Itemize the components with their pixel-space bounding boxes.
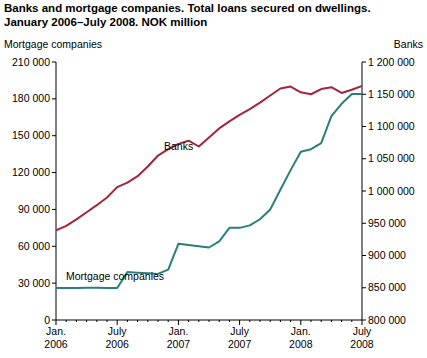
y-tick-label: 150 000	[12, 129, 50, 141]
plot-area	[56, 86, 362, 288]
x-tick	[86, 320, 87, 322]
x-tick-label: Jan.2008	[289, 325, 313, 350]
x-tick	[158, 320, 159, 322]
y2-tick-label: 1 150 000	[368, 88, 415, 100]
x-tick	[270, 320, 271, 322]
x-tick	[96, 320, 97, 322]
x-tick	[219, 320, 220, 322]
y2-tick	[362, 126, 366, 127]
y2-tick	[362, 94, 366, 95]
x-tick	[331, 320, 332, 322]
x-tick-label: Jan.2006	[44, 325, 68, 350]
y-tick-label: 90 000	[18, 203, 50, 215]
x-tick	[107, 320, 108, 322]
y2-tick	[362, 255, 366, 256]
y2-tick-label: 1 200 000	[368, 56, 415, 68]
series-label: Banks	[164, 140, 193, 152]
x-tick-label: July2008	[350, 325, 374, 350]
series-line	[56, 94, 362, 288]
y-tick-label: 180 000	[12, 92, 50, 104]
x-tick	[66, 320, 67, 322]
y2-tick	[362, 158, 366, 159]
x-tick	[249, 320, 250, 322]
y2-axis-line	[362, 62, 363, 320]
y-tick	[52, 246, 56, 247]
series-line	[56, 86, 362, 230]
y2-tick	[362, 287, 366, 288]
y-tick	[52, 320, 56, 321]
y2-tick-label: 1 000 000	[368, 185, 415, 197]
x-tick	[280, 320, 281, 322]
x-tick	[168, 320, 169, 322]
y2-tick	[362, 320, 366, 321]
x-tick	[341, 320, 342, 322]
y-tick	[52, 62, 56, 63]
x-tick	[188, 320, 189, 322]
x-tick	[147, 320, 148, 322]
x-tick	[321, 320, 322, 322]
y-tick	[52, 283, 56, 284]
x-tick-label: July2006	[106, 325, 130, 350]
y2-tick	[362, 191, 366, 192]
y-tick-label: 0	[44, 314, 50, 326]
x-tick	[127, 320, 128, 322]
y2-axis-label: Banks	[394, 38, 423, 50]
y2-tick-label: 800 000	[368, 314, 406, 326]
y-axis-line	[56, 62, 57, 320]
y2-tick-label: 950 000	[368, 217, 406, 229]
y2-tick-label: 900 000	[368, 249, 406, 261]
x-tick	[229, 320, 230, 322]
x-tick	[209, 320, 210, 322]
y-tick-label: 210 000	[12, 56, 50, 68]
y-tick	[52, 135, 56, 136]
y-tick	[52, 172, 56, 173]
x-tick	[351, 320, 352, 322]
x-tick	[198, 320, 199, 322]
x-tick-label: July2007	[228, 325, 252, 350]
y-tick-label: 60 000	[18, 240, 50, 252]
y2-tick-label: 1 100 000	[368, 120, 415, 132]
x-tick	[260, 320, 261, 322]
chart: Banks and mortgage companies. Total loan…	[0, 0, 427, 358]
x-tick	[137, 320, 138, 322]
y2-tick-label: 850 000	[368, 281, 406, 293]
x-tick-label: Jan.2007	[167, 325, 191, 350]
y2-tick	[362, 223, 366, 224]
y-tick	[52, 209, 56, 210]
y-tick	[52, 98, 56, 99]
y-tick-label: 120 000	[12, 166, 50, 178]
series-label: Mortgage companies	[66, 270, 164, 282]
y2-tick	[362, 62, 366, 63]
y2-tick-label: 1 050 000	[368, 152, 415, 164]
x-tick	[76, 320, 77, 322]
title: Banks and mortgage companies. Total loan…	[4, 2, 371, 28]
x-tick	[290, 320, 291, 322]
y-axis-label: Mortgage companies	[4, 38, 102, 50]
x-tick	[311, 320, 312, 322]
y-tick-label: 30 000	[18, 277, 50, 289]
